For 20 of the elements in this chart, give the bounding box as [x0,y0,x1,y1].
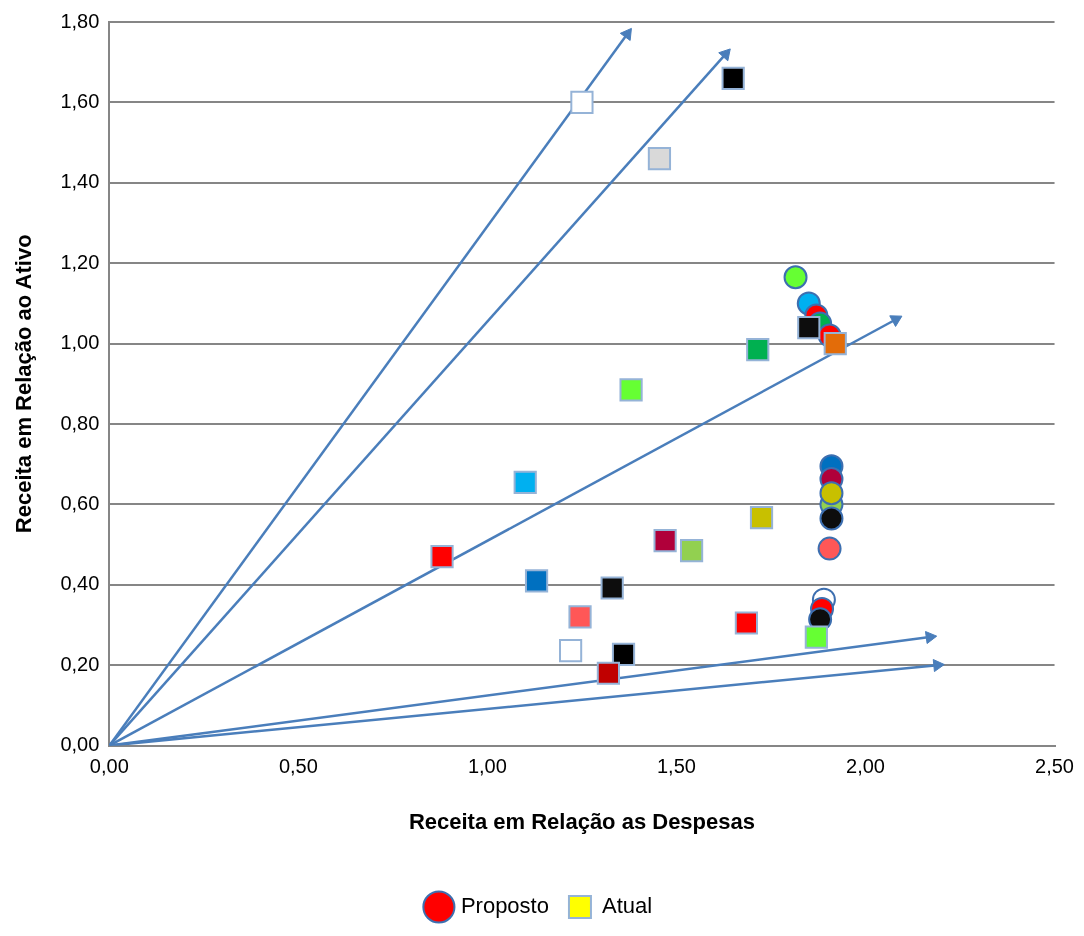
y-tick-label: 0,80 [60,411,100,434]
x-tick-label: 0,00 [89,755,129,778]
x-tick-label: 1,00 [467,755,507,778]
x-tick-label: 0,50 [278,755,318,778]
y-tick-label: 1,80 [60,9,100,32]
x-tick-label: 2,00 [846,755,885,778]
y-axis-title: Receita em Relação ao Ativo [11,234,37,534]
y-tick-label: 0,60 [60,491,100,514]
x-tick-label: 1,50 [656,755,696,778]
y-tick-label: 0,20 [60,652,100,675]
y-tick-label: 1,20 [60,250,100,273]
x-tick-label: 2,50 [1035,755,1075,778]
legend-label: Proposto [460,893,549,919]
y-tick-label: 1,40 [60,170,100,193]
legend-label: Atual [601,893,653,919]
y-tick-label: 0,40 [60,572,100,595]
x-axis-title: Receita em Relação as Despesas [408,808,755,834]
y-tick-label: 1,60 [60,89,100,112]
y-tick-label: 1,00 [60,331,100,354]
y-tick-label: 0,00 [60,733,100,756]
